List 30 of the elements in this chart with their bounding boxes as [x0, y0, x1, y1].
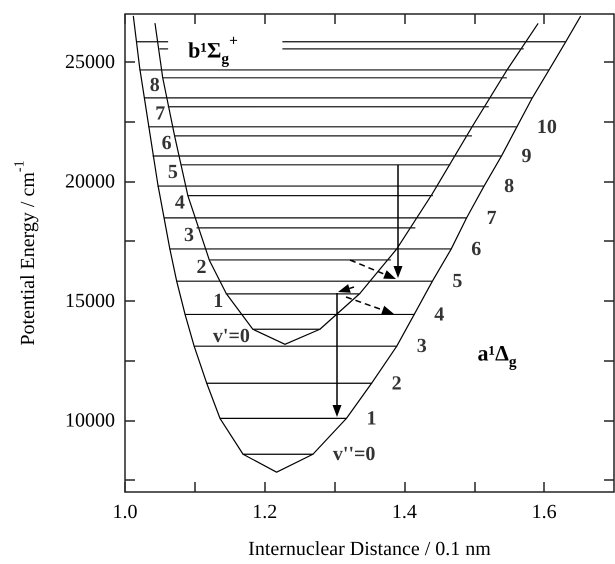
annotation: 1 — [366, 407, 376, 430]
annotation: 2 — [196, 256, 207, 278]
annotation: 5 — [452, 270, 462, 292]
annotation: 2 — [392, 372, 402, 394]
annotation: 8 — [150, 74, 160, 96]
x-tick-label: 1.6 — [532, 501, 557, 523]
x-axis-title: Internuclear Distance / 0.1 nm — [248, 538, 492, 560]
annotation: 1 — [213, 290, 224, 312]
annotation: 3 — [184, 224, 194, 246]
annotation: 10 — [536, 116, 557, 138]
annotation: 7 — [155, 102, 166, 125]
annotation: v''=0 — [332, 443, 376, 466]
annotation: v'=0 — [212, 325, 250, 348]
y-tick-label: 10000 — [65, 409, 115, 432]
y-tick-label: 25000 — [65, 50, 115, 73]
annotation: 9 — [522, 144, 532, 167]
annotation: 8 — [504, 175, 514, 198]
annotation: 5 — [168, 160, 178, 183]
annotation: 6 — [471, 238, 482, 260]
x-tick-label: 1.4 — [392, 501, 417, 523]
annotation: 3 — [416, 335, 427, 358]
annotation: 7 — [486, 206, 497, 229]
y-tick-label: 20000 — [65, 170, 115, 192]
annotation: 4 — [174, 192, 185, 214]
y-tick-label: 15000 — [65, 290, 115, 312]
annotation: 4 — [434, 303, 444, 326]
x-tick-label: 1.2 — [252, 501, 278, 523]
annotation: 6 — [162, 132, 172, 154]
y-axis-title: Potential Energy / cm-1 — [12, 160, 39, 346]
x-tick-label: 1.0 — [112, 501, 138, 523]
